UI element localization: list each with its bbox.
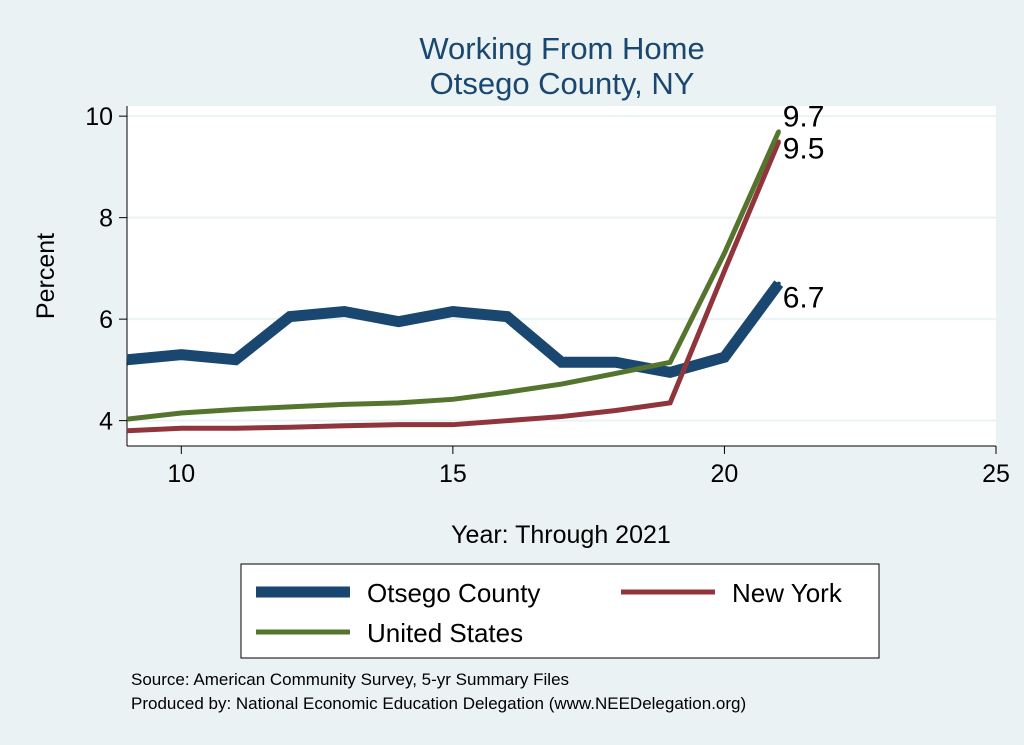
series-line-united-states [126,130,782,422]
legend-label-new-york: New York [732,578,843,608]
legend-box [240,563,880,659]
plot-area [127,106,996,446]
series-end-marker-otsego-county [776,281,781,286]
x-tick-label-10: 10 [167,460,195,488]
gridlines [127,115,996,422]
x-axis-ticks: 10 15 20 25 [167,446,1010,488]
x-tick-label-15: 15 [439,460,467,488]
y-tick-label-10: 10 [85,103,113,131]
y-axis-title: Percent [32,233,60,319]
series-line-new-york [126,140,782,434]
legend-label-otsego-county: Otsego County [367,578,540,608]
y-axis-ticks: 4 6 8 10 [85,103,127,436]
y-tick-label-8: 8 [99,205,113,233]
series-end-labels: 6.7 9.59.7 [783,100,825,314]
legend: Otsego County New York United States [240,563,880,659]
end-label-otsego-county: 6.7 [783,282,825,315]
end-label-new-york: 9.5 [783,133,825,166]
x-axis-title: Year: Through 2021 [451,521,671,549]
y-tick-label-6: 6 [99,306,113,334]
series-lines [126,129,784,434]
x-tick-label-25: 25 [982,460,1010,488]
series-end-marker-new-york [776,139,781,144]
source-note: Source: American Community Survey, 5-yr … [131,670,569,689]
chart-title-line-1: Working From Home [419,31,704,66]
series-line-otsego-county [126,280,784,379]
chart-title-line-2: Otsego County, NY [430,66,695,101]
series-end-marker-united-states [776,129,781,134]
end-label-united-states: 9.7 [783,100,825,133]
x-tick-label-20: 20 [711,460,739,488]
y-tick-label-4: 4 [99,408,113,436]
legend-label-united-states: United States [367,618,523,648]
produced-by-note: Produced by: National Economic Education… [131,694,746,713]
